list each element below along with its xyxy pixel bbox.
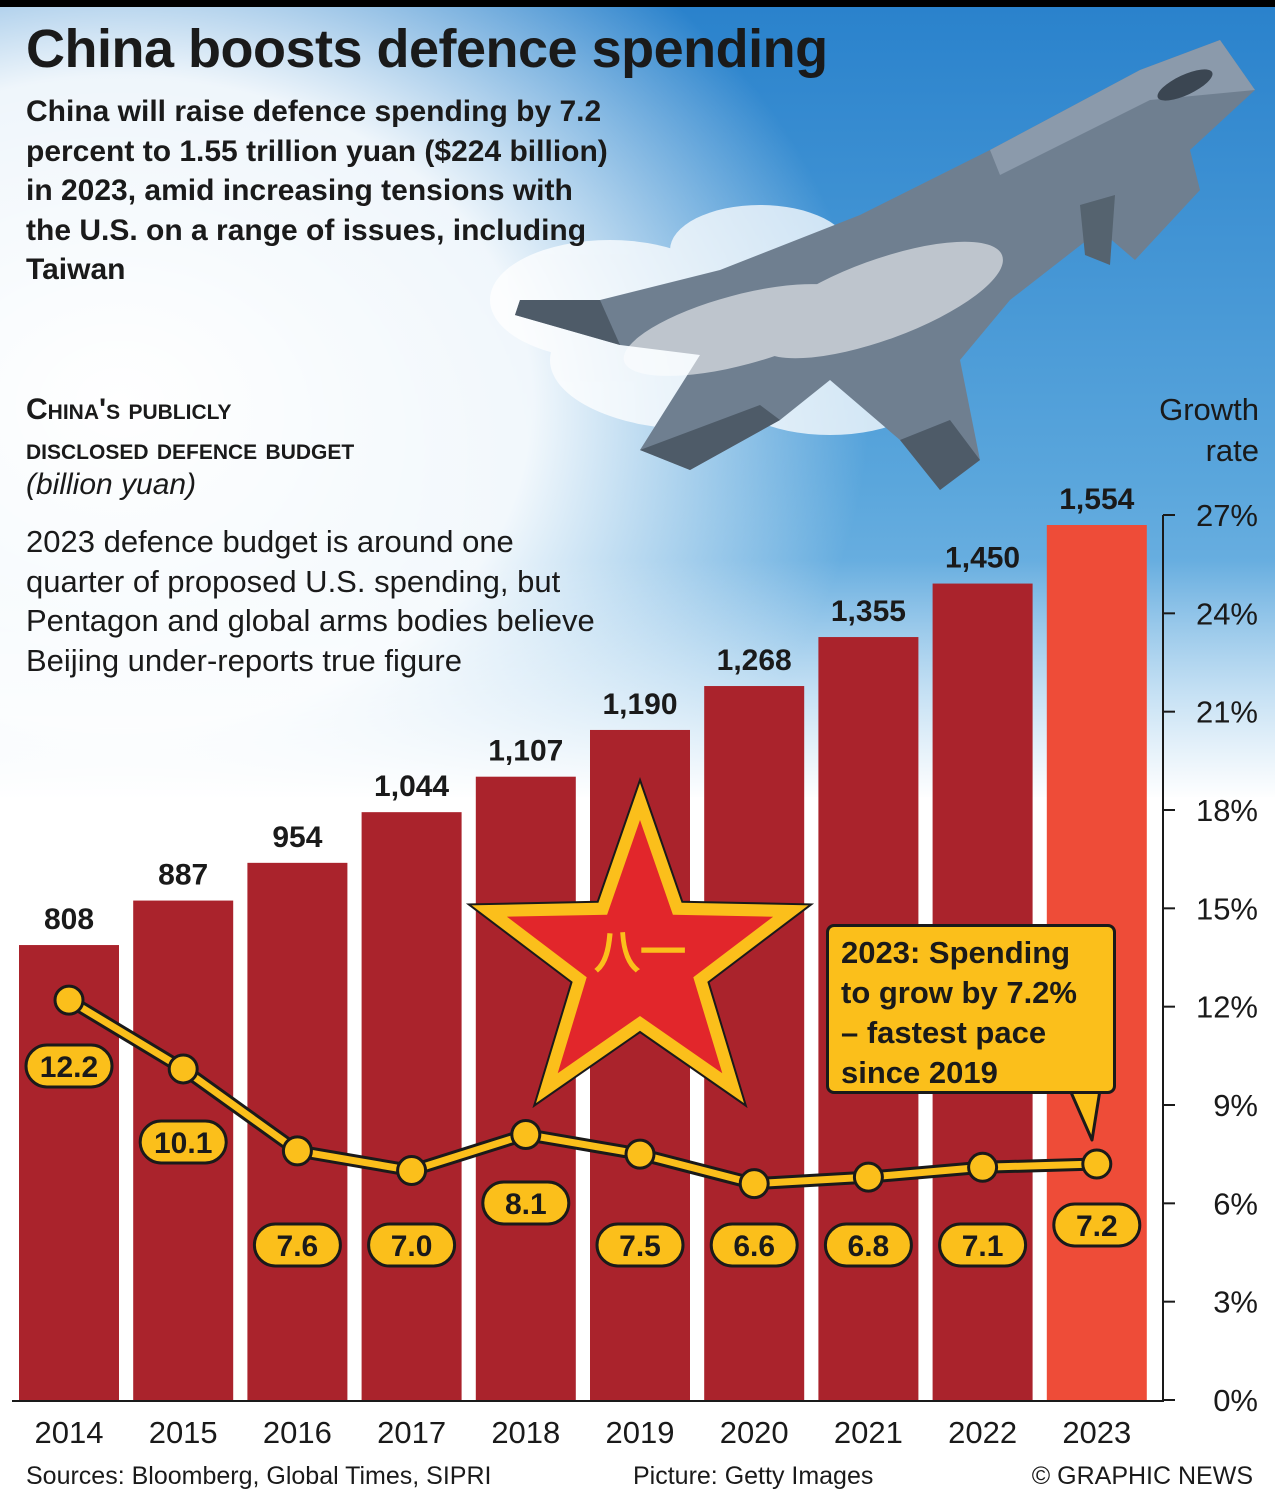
growth-label-pill — [138, 1119, 228, 1165]
growth-label-pill — [252, 1222, 342, 1268]
growth-label-2017: 7.0 — [391, 1230, 433, 1263]
vapour-over — [623, 241, 1003, 376]
bar-2018 — [475, 776, 576, 1400]
value-label-2023: 1,554 — [1059, 483, 1134, 516]
year-label-2014: 2014 — [35, 1415, 104, 1450]
units-label: (billion yuan) — [26, 468, 197, 501]
year-label-2022: 2022 — [948, 1415, 1017, 1450]
value-label-2014: 808 — [44, 903, 94, 936]
growth-point-2020 — [738, 1168, 770, 1200]
growth-tick-label-12: 12% — [1196, 990, 1258, 1025]
growth-label-2018: 8.1 — [505, 1188, 547, 1221]
growth-tick-label-0: 0% — [1213, 1383, 1258, 1418]
chart-subhead: China's publicly disclosed defence budge… — [26, 390, 354, 470]
growth-label-pill — [823, 1222, 913, 1268]
growth-point-2015 — [167, 1053, 199, 1085]
year-label-2018: 2018 — [491, 1415, 560, 1450]
growth-point-2021 — [852, 1161, 884, 1193]
growth-point-2016 — [281, 1135, 313, 1167]
year-label-2020: 2020 — [720, 1415, 789, 1450]
growth-label-2019: 7.5 — [619, 1230, 661, 1263]
growth-label-2016: 7.6 — [277, 1230, 319, 1263]
value-label-2017: 1,044 — [374, 770, 449, 803]
growth-point-2014 — [53, 984, 85, 1016]
year-label-2019: 2019 — [606, 1415, 675, 1450]
growth-label-2022: 7.1 — [962, 1230, 1004, 1263]
growth-tick-label-9: 9% — [1213, 1088, 1258, 1123]
year-label-2016: 2016 — [263, 1415, 332, 1450]
value-label-2018: 1,107 — [488, 735, 563, 768]
growth-label-pill — [595, 1222, 685, 1268]
growth-point-2023 — [1081, 1148, 1113, 1180]
bar-2017 — [361, 812, 462, 1400]
growth-label-pill — [938, 1222, 1028, 1268]
star-inner-icon — [506, 820, 774, 1074]
callout-line3: – fastest pace — [841, 1015, 1047, 1050]
growth-tick-label-24: 24% — [1196, 596, 1258, 631]
value-label-2019: 1,190 — [602, 688, 677, 721]
growth-tick-label-27: 27% — [1196, 498, 1258, 533]
page-title: China boosts defence spending — [26, 19, 828, 79]
year-label-2021: 2021 — [834, 1415, 903, 1450]
picture-credit: Picture: Getty Images — [633, 1462, 874, 1490]
year-label-2015: 2015 — [149, 1415, 218, 1450]
growth-label-pill — [709, 1222, 799, 1268]
growth-label-pill — [24, 1043, 114, 1089]
growth-label-pill — [1052, 1202, 1142, 1248]
growth-rate-axis-title: Growth rate — [1159, 389, 1259, 471]
army-star-emblem: 八一 — [465, 776, 815, 1109]
value-label-2016: 954 — [272, 821, 322, 854]
growth-label-2020: 6.6 — [733, 1230, 775, 1263]
value-label-2022: 1,450 — [945, 542, 1020, 575]
value-label-2020: 1,268 — [717, 644, 792, 677]
top-rule — [0, 0, 1275, 7]
chart-subhead-line2: disclosed defence budget — [26, 433, 355, 466]
growth-point-2018 — [510, 1119, 542, 1150]
growth-tick-label-21: 21% — [1196, 695, 1258, 730]
emblem-character: 八一 — [594, 925, 686, 979]
year-label-2023: 2023 — [1062, 1415, 1131, 1450]
growth-point-2019 — [624, 1138, 656, 1170]
publisher-credit: © GRAPHIC NEWS — [1031, 1462, 1253, 1490]
growth-point-2022 — [967, 1151, 999, 1183]
growth-point-2017 — [396, 1155, 428, 1187]
growth-label-pill — [481, 1180, 571, 1226]
growth-axis: 0% 3% 6% 9% 12% 15% 18% 21% 24% 27% — [1162, 498, 1258, 1418]
growth-tick-label-3: 3% — [1213, 1285, 1258, 1320]
value-label-2015: 887 — [158, 859, 208, 892]
intro-text: China will raise defence spending by 7.2… — [26, 95, 608, 286]
chart-subhead-line1: China's publicly — [26, 393, 232, 426]
growth-tick-label-15: 15% — [1196, 891, 1258, 926]
callout-box: 2023: Spending to grow by 7.2% – fastest… — [826, 924, 1116, 1094]
callout-line1: 2023: Spending — [841, 935, 1071, 970]
callout-line2: to grow by 7.2% — [841, 975, 1077, 1010]
growth-label-2023: 7.2 — [1076, 1210, 1118, 1243]
growth-line-path — [67, 997, 1097, 1188]
growth-line: 12.2 10.1 7.6 7.0 8.1 7.5 6.6 6.8 7.1 7.2 — [24, 984, 1142, 1268]
growth-tick-label-18: 18% — [1196, 793, 1258, 828]
growth-label-2015: 10.1 — [154, 1127, 212, 1160]
growth-label-pill — [367, 1222, 457, 1268]
growth-label-2021: 6.8 — [848, 1230, 890, 1263]
year-labels: 2014 2015 2016 2017 2018 2019 2020 2021 2022 2023 — [12, 1400, 1163, 1450]
note-text: 2023 defence budget is around one quarte… — [26, 524, 595, 678]
value-label-2021: 1,355 — [831, 595, 906, 628]
growth-rate-title-line1: Growth — [1159, 392, 1259, 427]
growth-rate-title-line2: rate — [1205, 433, 1259, 468]
sources-text: Sources: Bloomberg, Global Times, SIPRI — [26, 1462, 492, 1490]
growth-label-2014: 12.2 — [40, 1051, 98, 1084]
growth-tick-label-6: 6% — [1213, 1186, 1258, 1221]
callout-line4: since 2019 — [841, 1055, 998, 1090]
year-label-2017: 2017 — [377, 1415, 446, 1450]
